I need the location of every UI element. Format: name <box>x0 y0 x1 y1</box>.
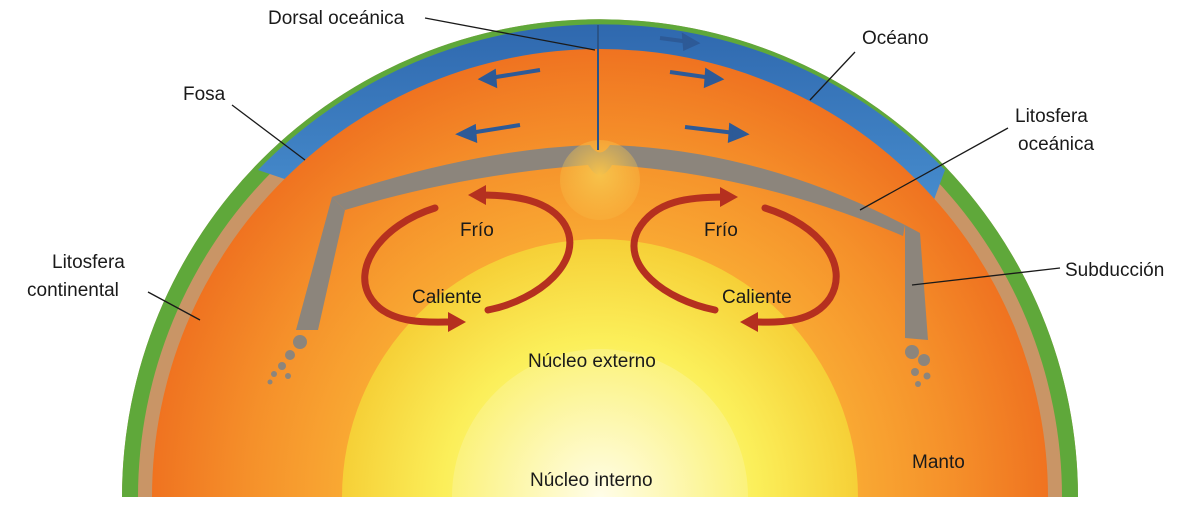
oceanic-lithosphere <box>332 145 905 236</box>
label-litosfera-continental-1: Litosfera <box>52 252 125 273</box>
label-nucleo-externo: Núcleo externo <box>528 351 656 372</box>
label-nucleo-interno: Núcleo interno <box>530 470 653 491</box>
leader-lines <box>147 17 1061 321</box>
slab-debris-right <box>905 345 931 387</box>
label-frio-right: Frío <box>704 220 738 241</box>
ocean <box>258 24 945 232</box>
slab-debris-left <box>267 335 307 385</box>
label-oceano: Océano <box>862 28 929 49</box>
label-dorsal-oceanica: Dorsal oceánica <box>268 8 405 29</box>
label-litosfera-oceanica-2: oceánica <box>1018 134 1094 155</box>
label-fosa: Fosa <box>183 84 226 105</box>
label-manto: Manto <box>912 452 965 473</box>
label-caliente-right: Caliente <box>722 287 792 308</box>
label-subduccion: Subducción <box>1065 260 1164 281</box>
ridge-glow <box>560 140 640 220</box>
label-caliente-left: Caliente <box>412 287 482 308</box>
subducting-slab-left <box>296 197 345 330</box>
convection-arrowheads-right <box>720 187 758 332</box>
inner-core <box>452 349 748 497</box>
convection-cell-right <box>630 193 840 326</box>
ocean-spreading-arrows <box>455 32 750 144</box>
label-frio-left: Frío <box>460 220 494 241</box>
label-litosfera-continental-2: continental <box>27 280 119 301</box>
label-litosfera-oceanica-1: Litosfera <box>1015 106 1088 127</box>
subducting-slab-right <box>905 225 928 340</box>
convection-arrowheads-left <box>448 185 486 332</box>
convection-cell-left <box>361 191 574 326</box>
